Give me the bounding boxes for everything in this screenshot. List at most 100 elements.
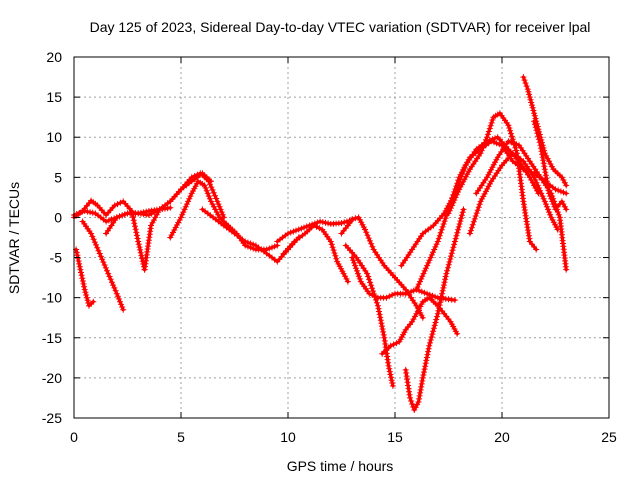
data-point: [448, 253, 454, 260]
data-series: [71, 74, 570, 413]
data-point: [560, 189, 567, 196]
data-point: [134, 235, 141, 242]
data-point: [88, 230, 95, 237]
data-point: [303, 223, 310, 230]
data-point: [342, 273, 349, 280]
y-tick-label: -5: [50, 250, 63, 266]
data-point: [430, 325, 437, 332]
data-point: [442, 273, 449, 280]
data-point: [531, 121, 538, 128]
data-point: [555, 211, 562, 218]
data-point: [552, 186, 559, 193]
data-point: [208, 198, 214, 205]
data-point: [408, 288, 415, 295]
data-point: [436, 302, 443, 309]
data-point: [412, 404, 419, 411]
y-tick-label: -25: [42, 410, 62, 426]
data-point: [331, 250, 338, 256]
data-point: [550, 201, 557, 208]
data-point: [369, 285, 375, 292]
data-point: [446, 258, 453, 265]
data-point: [506, 125, 513, 131]
data-point: [83, 294, 90, 301]
data-point: [120, 306, 127, 313]
data-point: [84, 208, 91, 215]
data-point: [415, 281, 422, 288]
series-trace: [380, 296, 459, 356]
data-point: [444, 267, 451, 274]
data-point: [113, 214, 120, 221]
data-point: [95, 247, 102, 254]
data-point: [90, 298, 97, 305]
data-point: [523, 83, 530, 90]
data-point: [424, 262, 431, 269]
y-tick-label: 5: [54, 169, 62, 185]
data-point: [435, 307, 442, 314]
data-point: [89, 233, 96, 240]
data-point: [366, 290, 373, 297]
data-point: [534, 130, 541, 137]
data-point: [458, 215, 465, 222]
data-point: [380, 328, 387, 335]
x-tick-label: 15: [387, 429, 403, 445]
data-point: [491, 139, 497, 146]
data-point: [453, 183, 460, 190]
data-point: [455, 226, 461, 233]
data-point: [466, 230, 473, 237]
data-point: [83, 292, 90, 298]
data-point: [421, 267, 428, 274]
data-point: [533, 246, 540, 253]
data-point: [510, 140, 517, 147]
data-point: [333, 255, 340, 262]
data-point: [521, 77, 528, 84]
data-point: [183, 201, 190, 208]
data-point: [322, 219, 329, 226]
data-point: [531, 118, 538, 125]
data-point: [411, 407, 418, 413]
data-point: [390, 341, 397, 348]
data-point: [444, 264, 451, 271]
data-point: [363, 229, 370, 236]
data-point: [376, 308, 382, 315]
data-point: [81, 208, 88, 214]
data-point: [431, 322, 438, 329]
data-point: [549, 198, 556, 205]
data-point: [351, 259, 358, 266]
series-arc-7: [167, 178, 281, 253]
data-point: [520, 74, 527, 81]
data-point: [458, 212, 465, 219]
data-point: [182, 203, 189, 210]
data-point: [441, 218, 448, 225]
data-point: [364, 232, 371, 239]
data-point: [508, 133, 515, 140]
data-point: [442, 215, 449, 222]
data-point: [344, 278, 351, 285]
data-point: [537, 187, 543, 194]
data-point: [298, 225, 305, 232]
data-point: [451, 238, 458, 245]
data-point: [213, 209, 220, 216]
data-point: [111, 284, 118, 291]
data-point: [489, 117, 496, 123]
data-point: [443, 270, 450, 277]
data-point: [111, 202, 118, 209]
data-point: [531, 174, 538, 181]
data-point: [301, 224, 307, 231]
data-point: [467, 227, 474, 234]
data-point: [488, 119, 495, 126]
data-point: [368, 240, 375, 247]
data-point: [81, 286, 88, 293]
series-arc-3: [79, 218, 127, 313]
data-point: [204, 190, 211, 197]
plot-frame: [73, 56, 610, 419]
data-point: [545, 187, 552, 194]
data-point: [546, 190, 553, 197]
data-point: [412, 313, 418, 320]
data-point: [524, 86, 531, 93]
data-point: [437, 299, 444, 306]
data-point: [433, 316, 440, 323]
x-tick-label: 10: [280, 429, 296, 445]
data-point: [441, 279, 448, 286]
data-point: [414, 401, 421, 408]
data-point: [205, 193, 212, 200]
